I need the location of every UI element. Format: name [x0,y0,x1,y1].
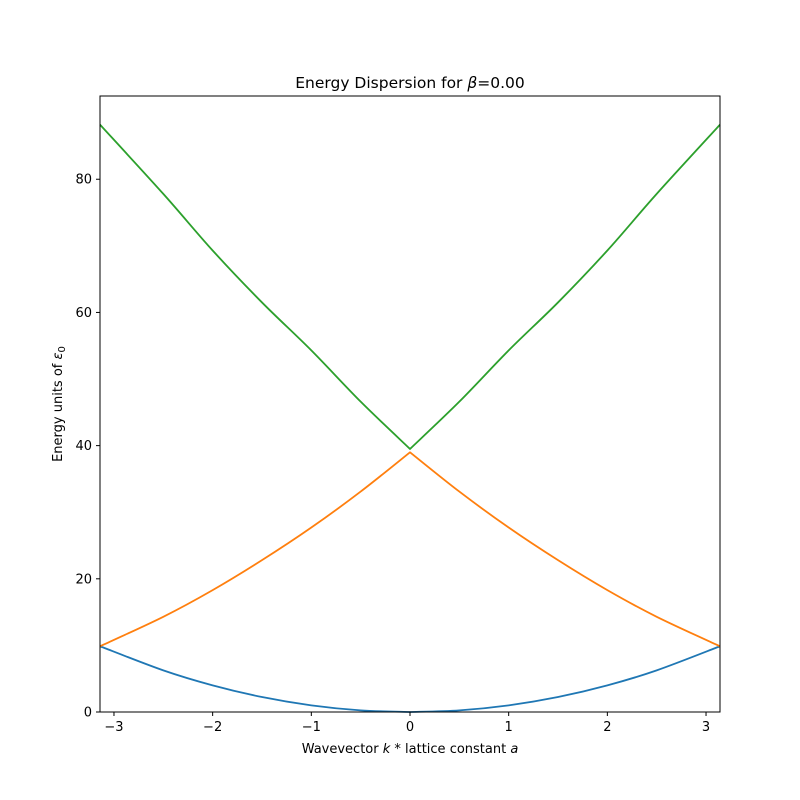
chart-title: Energy Dispersion for β=0.00 [295,74,525,92]
x-tick-label: −2 [203,720,222,735]
x-tick-label: 3 [702,720,710,735]
x-tick-label: −1 [302,720,321,735]
y-tick-label: 20 [75,572,92,587]
series-line-2 [99,451,721,648]
y-tick-label: 40 [75,439,92,454]
x-tick-label: −3 [104,720,123,735]
series-line-3 [99,124,721,450]
y-tick-label: 80 [75,173,92,188]
x-tick-label: 0 [406,720,414,735]
x-tick-label: 1 [505,720,513,735]
y-tick-label: 0 [84,706,92,721]
x-axis: −3 −2 −1 0 1 2 3 [104,712,710,735]
y-axis-label: Energy units of ε0 [51,346,68,462]
y-axis: 0 20 40 60 80 [75,173,100,721]
x-tick-label: 2 [603,720,611,735]
x-axis-label: Wavevector k * lattice constant a [302,742,519,757]
y-tick-label: 60 [75,306,92,321]
